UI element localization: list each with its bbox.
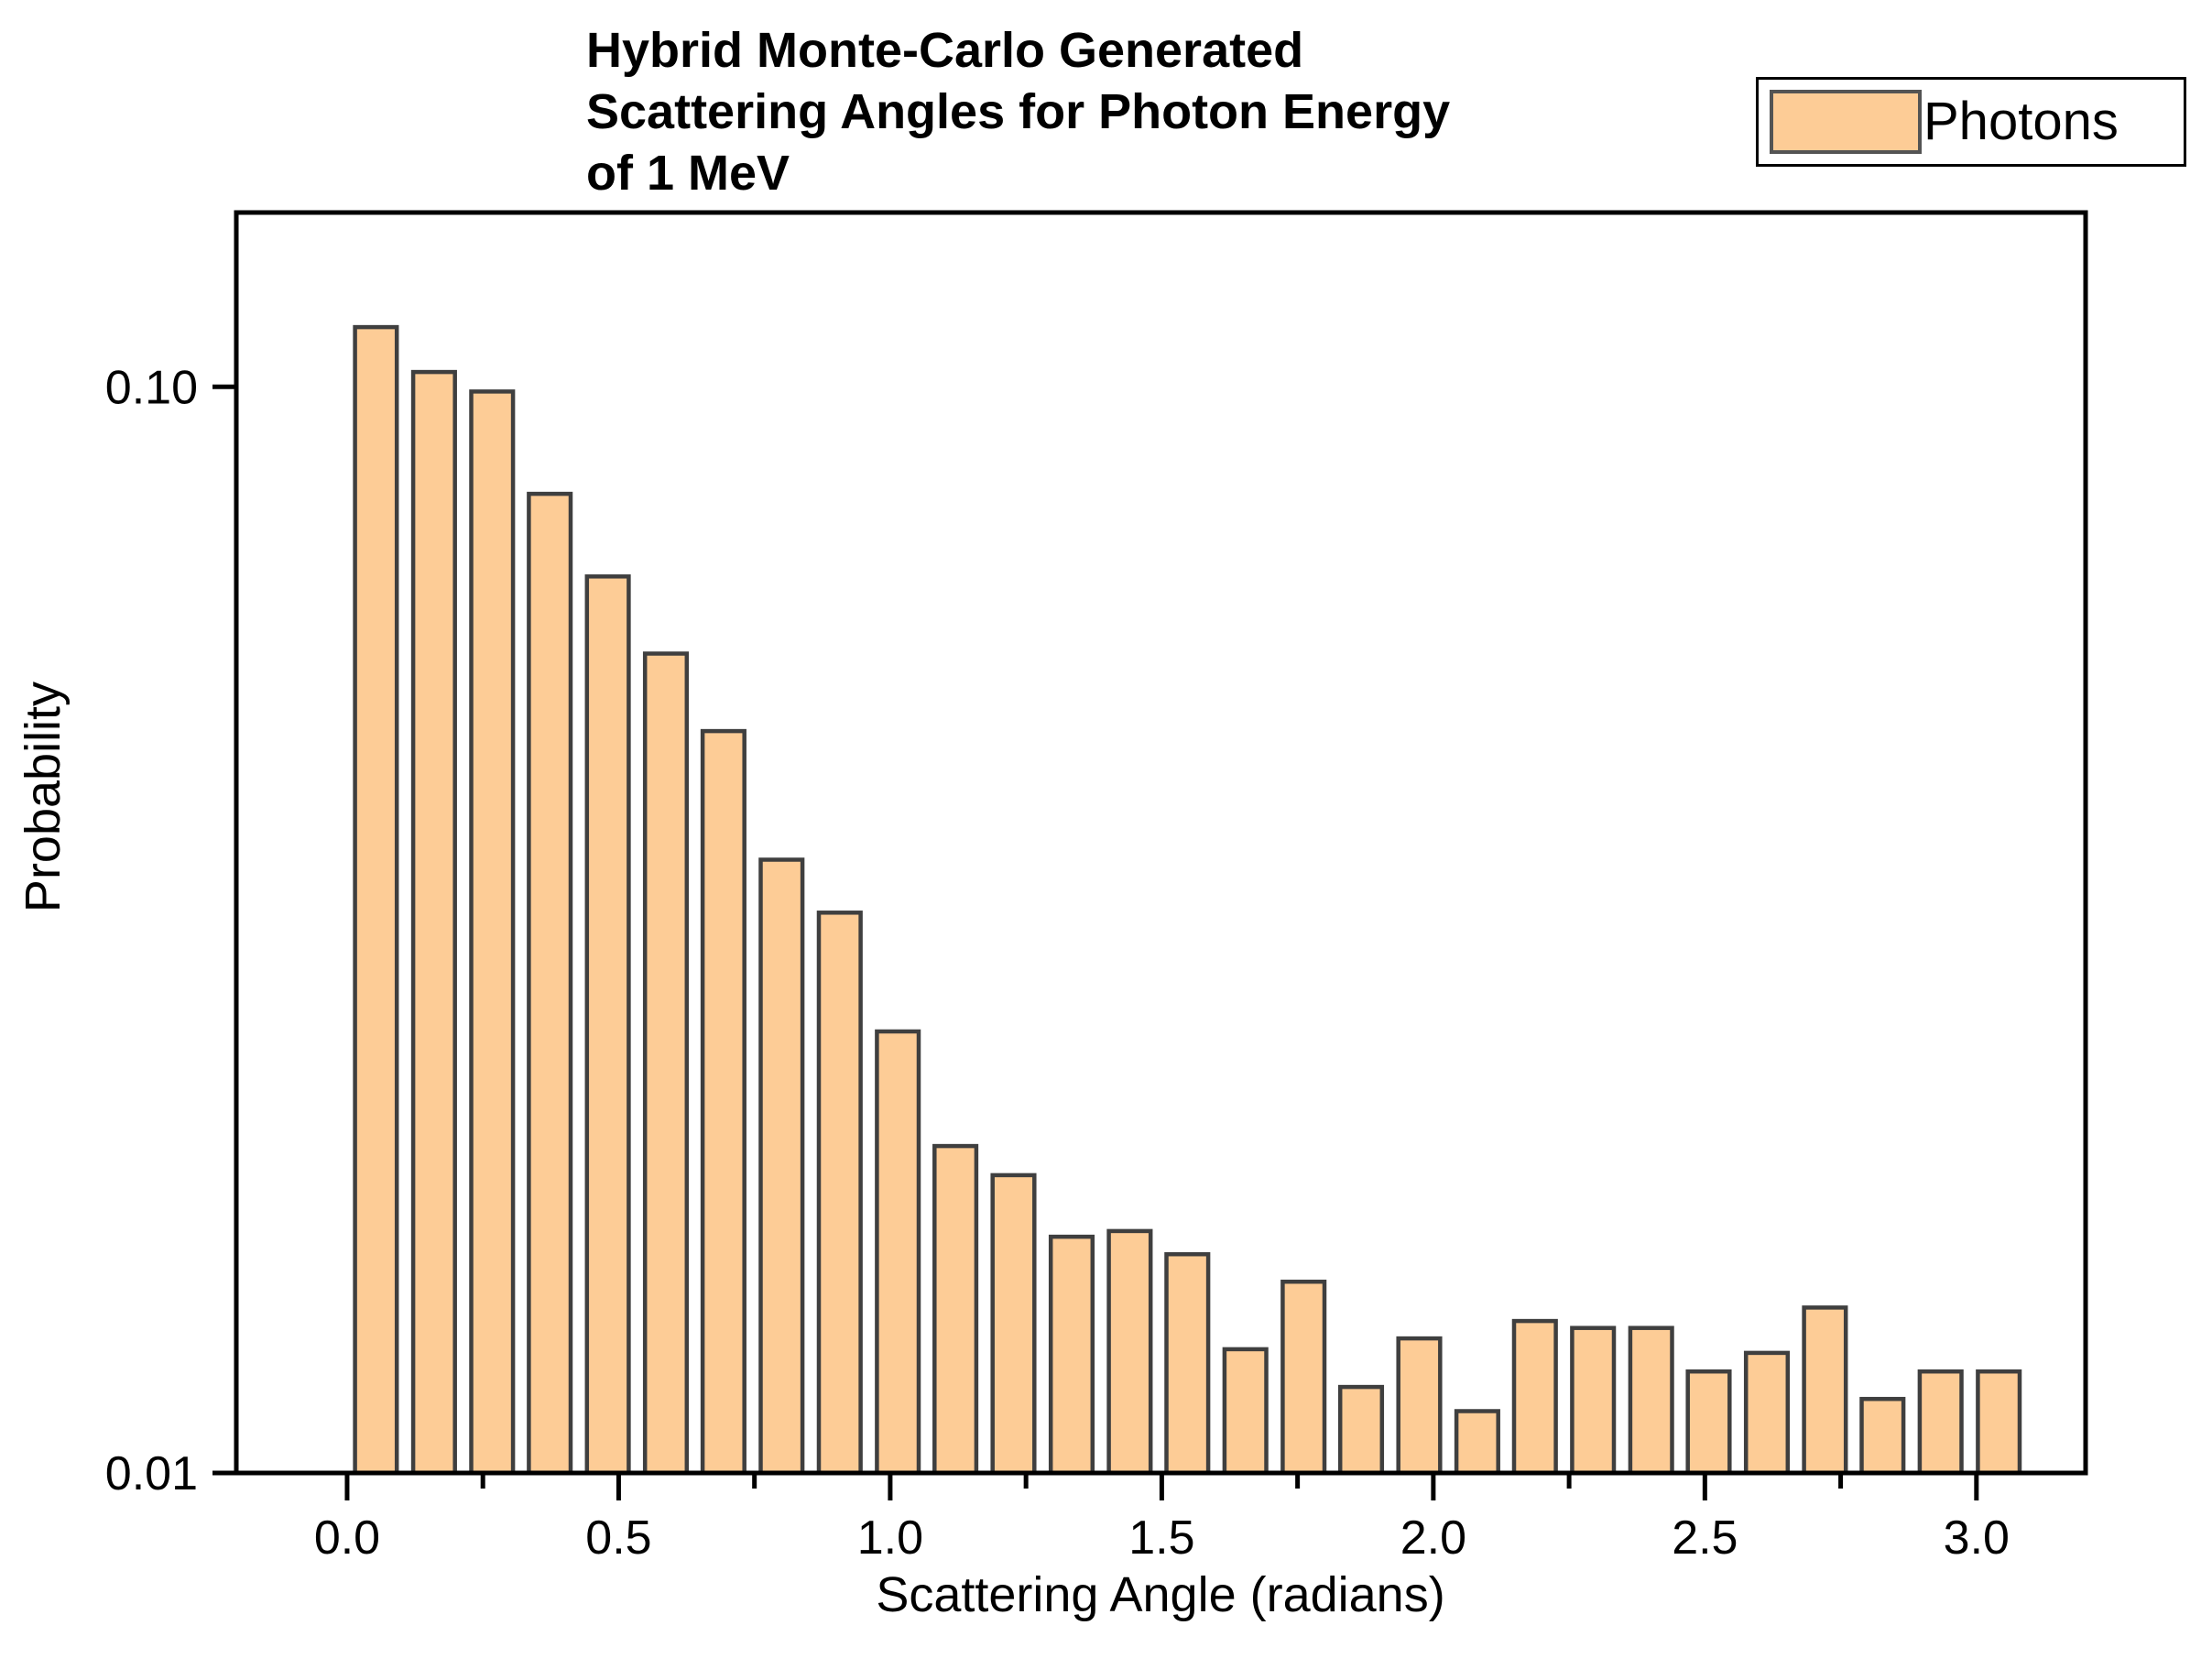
histogram-bar — [1802, 1305, 1848, 1476]
histogram-bar — [875, 1029, 921, 1476]
histogram-bar — [642, 651, 690, 1476]
histogram-bar — [584, 574, 631, 1476]
histogram-bar — [527, 491, 573, 1476]
x-tick-label: 0.0 — [314, 1511, 380, 1565]
chart-title-line-3: of 1 MeV — [586, 146, 790, 201]
legend: Photons — [1756, 77, 2186, 167]
histogram-bar — [1337, 1384, 1385, 1476]
legend-swatch-photons — [1770, 90, 1922, 154]
x-tick-label: 1.0 — [857, 1511, 923, 1565]
histogram-bar — [353, 324, 399, 1476]
x-tick-label: 2.5 — [1672, 1511, 1738, 1565]
histogram-bar — [1859, 1396, 1906, 1476]
histogram-bar — [410, 369, 457, 1476]
histogram-bar — [1280, 1279, 1327, 1476]
chart-title-line-1: Hybrid Monte-Carlo Generated — [586, 23, 1304, 78]
x-tick-label: 3.0 — [1944, 1511, 2010, 1565]
histogram-bar — [1743, 1350, 1791, 1476]
histogram-bar — [1164, 1251, 1211, 1476]
histogram-bar — [469, 389, 516, 1476]
x-tick-label: 2.0 — [1400, 1511, 1466, 1565]
histogram-bar — [700, 728, 746, 1476]
histogram-bar — [990, 1173, 1037, 1476]
histogram-bar — [1917, 1369, 1964, 1476]
histogram-bar — [816, 911, 863, 1476]
legend-label-photons: Photons — [1923, 92, 2119, 151]
x-tick-label: 0.5 — [585, 1511, 651, 1565]
chart-title: Hybrid Monte-Carlo Generated Scattering … — [586, 20, 1450, 204]
histogram-bar — [1222, 1347, 1269, 1476]
histogram-bar — [1628, 1325, 1674, 1476]
histogram-bar — [932, 1143, 979, 1476]
x-axis-label: Scattering Angle (radians) — [876, 1567, 1445, 1622]
y-tick-label: 0.10 — [105, 361, 198, 414]
histogram-bar — [1454, 1409, 1500, 1476]
histogram-bar — [1570, 1325, 1617, 1476]
histogram-bar — [1396, 1336, 1443, 1476]
histogram-bar — [1048, 1234, 1095, 1476]
histogram-bar — [1106, 1228, 1153, 1476]
histogram-bar — [1976, 1369, 2022, 1476]
histogram-bar — [758, 857, 805, 1476]
histogram-bar — [1511, 1318, 1558, 1476]
chart-title-line-2: Scattering Angles for Photon Energy — [586, 84, 1451, 139]
x-tick-label: 1.5 — [1128, 1511, 1194, 1565]
histogram-bar — [1685, 1369, 1732, 1476]
y-tick-label: 0.01 — [105, 1447, 198, 1500]
